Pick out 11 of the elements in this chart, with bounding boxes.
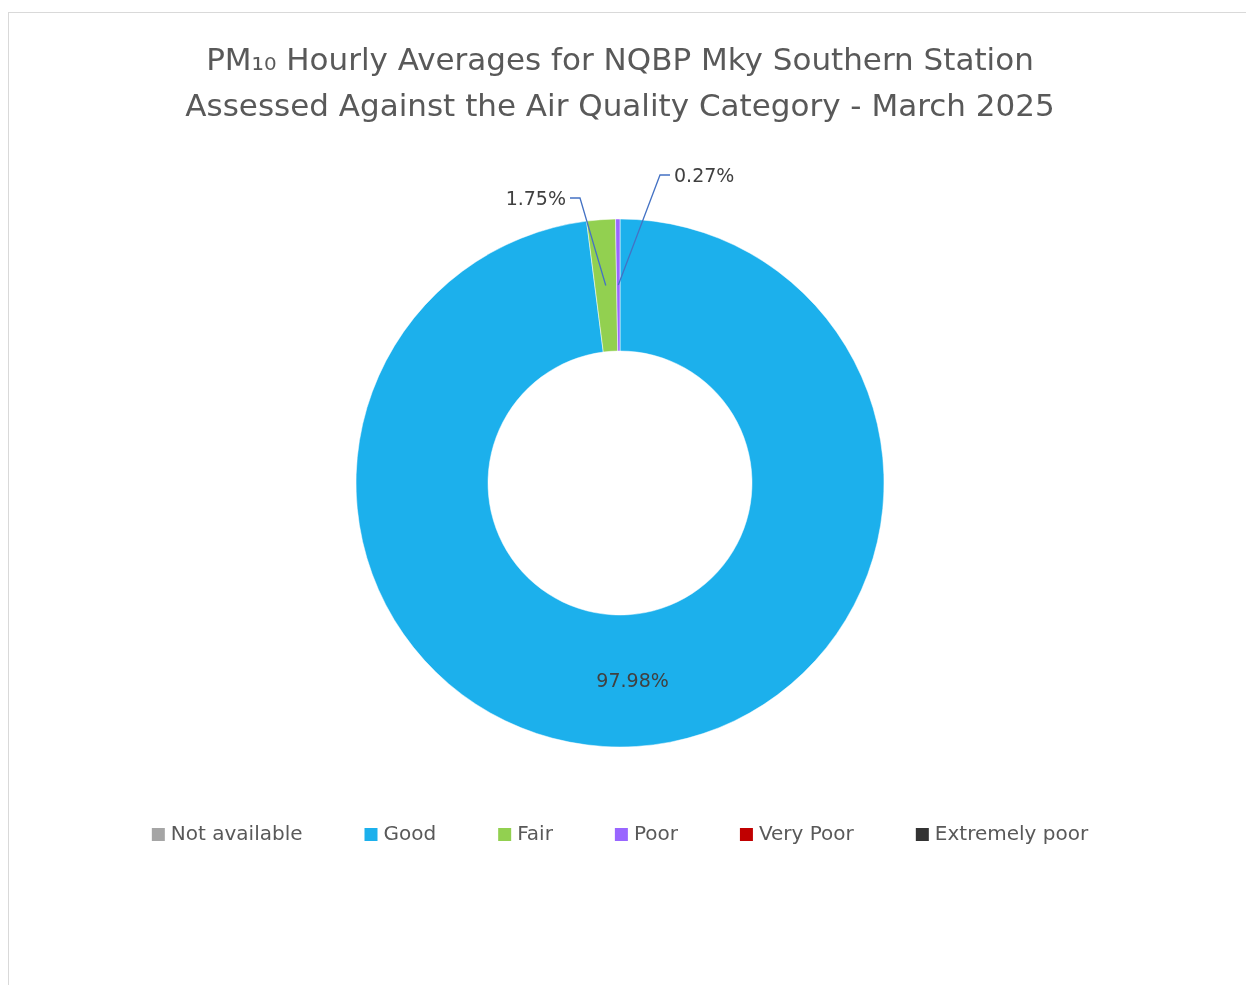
data-label: 1.75% xyxy=(505,187,566,209)
data-label: 97.98% xyxy=(596,668,669,691)
legend-label: Poor xyxy=(633,821,679,845)
legend-label: Good xyxy=(383,821,437,845)
chart-title: PM₁₀ Hourly Averages for NQBP Mky Southern Station Assessed Against the Air Quality Category - March 2025 xyxy=(185,41,1055,123)
legend-label: Extremely poor xyxy=(934,821,1089,845)
legend-label: Not available xyxy=(170,821,303,845)
donut-slice xyxy=(355,218,885,747)
legend-label: Very Poor xyxy=(758,821,855,845)
data-label: 0.27% xyxy=(674,164,735,186)
legend-label: Fair xyxy=(517,821,554,845)
